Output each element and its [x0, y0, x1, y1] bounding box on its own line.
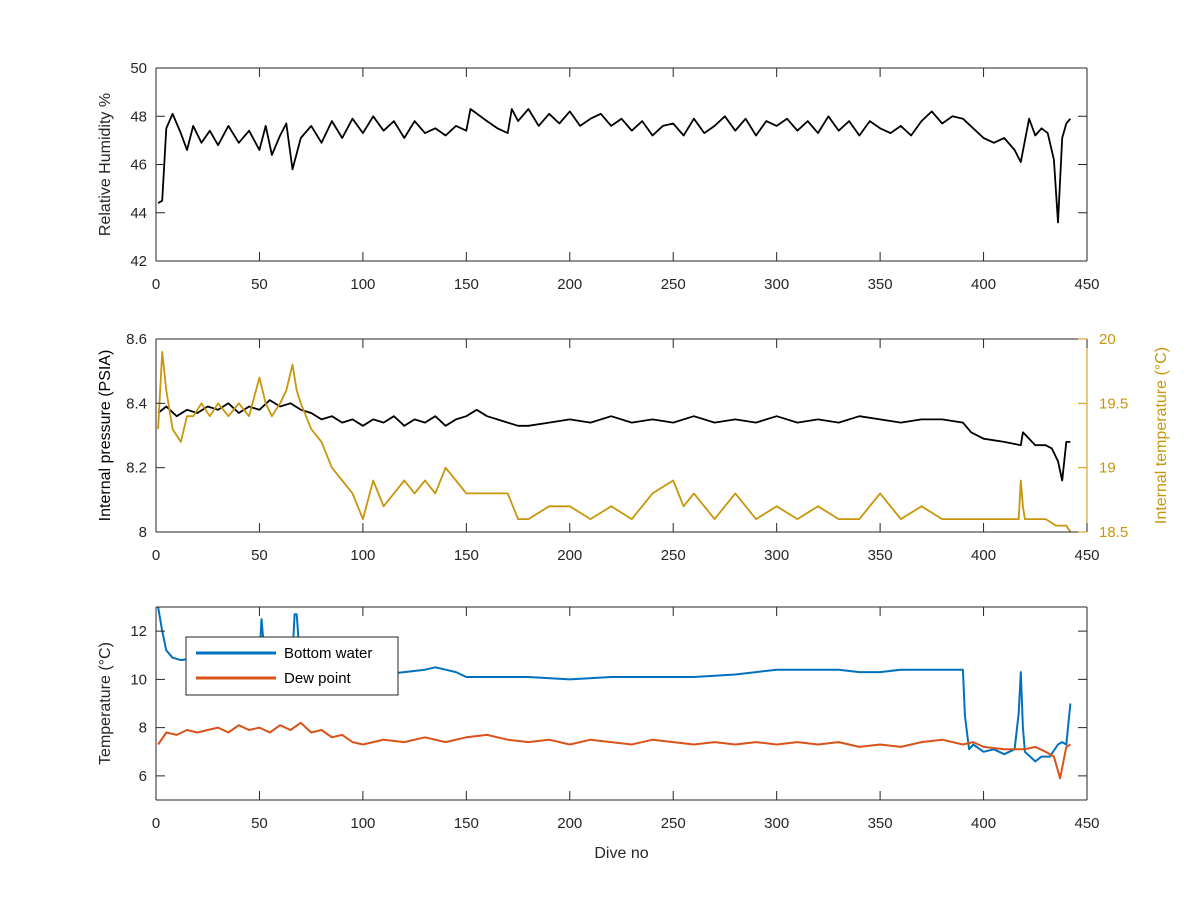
x-tick-label: 350 [868, 276, 893, 293]
y-tick-label: 44 [130, 205, 147, 222]
y-right-tick-label: 18.5 [1099, 524, 1128, 541]
x-tick-label: 50 [251, 547, 268, 564]
x-tick-label: 300 [764, 276, 789, 293]
y-tick-label: 8 [139, 720, 147, 737]
x-tick-label: 50 [251, 815, 268, 832]
pressure-temperature-panel: 0 50 100 150 200 250 300 350 400 450 8 8.2 8.4 8.6 18.… [97, 331, 1170, 564]
y-tick-label: 6 [139, 768, 147, 785]
x-tick-label: 0 [152, 547, 160, 564]
x-tick-label: 450 [1074, 815, 1099, 832]
y-tick-label: 12 [130, 623, 147, 640]
y-tick-label: 42 [130, 253, 147, 270]
y-axis-title: Temperature (°C) [97, 642, 114, 765]
temperature-panel: 0 50 100 150 200 250 300 350 400 450 6 8 10 12 Tempera… [97, 606, 1100, 862]
x-tick-label: 400 [971, 547, 996, 564]
y-right-tick-label: 19.5 [1099, 395, 1128, 412]
x-tick-label: 200 [557, 815, 582, 832]
y-tick-label: 8.4 [126, 395, 147, 412]
x-tick-label: 450 [1074, 276, 1099, 293]
y-tick-label: 8.2 [126, 460, 147, 477]
y-tick-label: 10 [130, 671, 147, 688]
x-tick-label: 100 [350, 815, 375, 832]
x-tick-label: 200 [557, 547, 582, 564]
x-tick-label: 400 [971, 276, 996, 293]
x-tick-label: 400 [971, 815, 996, 832]
y-right-tick-label: 19 [1099, 460, 1116, 477]
x-tick-label: 450 [1074, 547, 1099, 564]
x-tick-label: 350 [868, 547, 893, 564]
y-axis-title: Relative Humidity % [97, 93, 114, 236]
legend-label-dew-point: Dew point [284, 670, 352, 687]
x-tick-label: 0 [152, 276, 160, 293]
series-line-bottom-water [157, 607, 1072, 763]
y-tick-label: 8.6 [126, 331, 147, 348]
y-right-tick-label: 20 [1099, 331, 1116, 348]
legend-box [185, 636, 399, 696]
x-tick-label: 300 [764, 815, 789, 832]
series-line-0 [157, 399, 1071, 482]
y-right-axis-title: Internal temperature (°C) [1153, 347, 1170, 524]
x-tick-label: 0 [152, 815, 160, 832]
x-tick-label: 350 [868, 815, 893, 832]
y-tick-label: 50 [130, 60, 147, 77]
y-tick-label: 46 [130, 157, 147, 174]
x-tick-label: 200 [557, 276, 582, 293]
x-tick-label: 100 [350, 276, 375, 293]
x-tick-label: 250 [661, 547, 686, 564]
y-tick-label: 8 [139, 524, 147, 541]
x-axis-title: Dive no [594, 845, 648, 862]
x-tick-label: 50 [251, 276, 268, 293]
y-tick-label: 48 [130, 108, 147, 125]
legend: Bottom water Dew point [185, 636, 399, 696]
x-tick-label: 150 [454, 547, 479, 564]
x-tick-label: 250 [661, 276, 686, 293]
series-line-0 [157, 108, 1072, 224]
x-tick-label: 150 [454, 815, 479, 832]
legend-label-bottom-water: Bottom water [284, 645, 372, 662]
humidity-panel: 0 50 100 150 200 250 300 350 400 450 42 44 46 48 50 Rel… [97, 60, 1100, 293]
x-tick-label: 250 [661, 815, 686, 832]
series-line-dew-point [157, 721, 1071, 780]
x-tick-label: 150 [454, 276, 479, 293]
x-tick-label: 100 [350, 547, 375, 564]
x-tick-label: 300 [764, 547, 789, 564]
y-axis-title: Internal pressure (PSIA) [97, 350, 114, 522]
series-line-1 [157, 350, 1072, 532]
